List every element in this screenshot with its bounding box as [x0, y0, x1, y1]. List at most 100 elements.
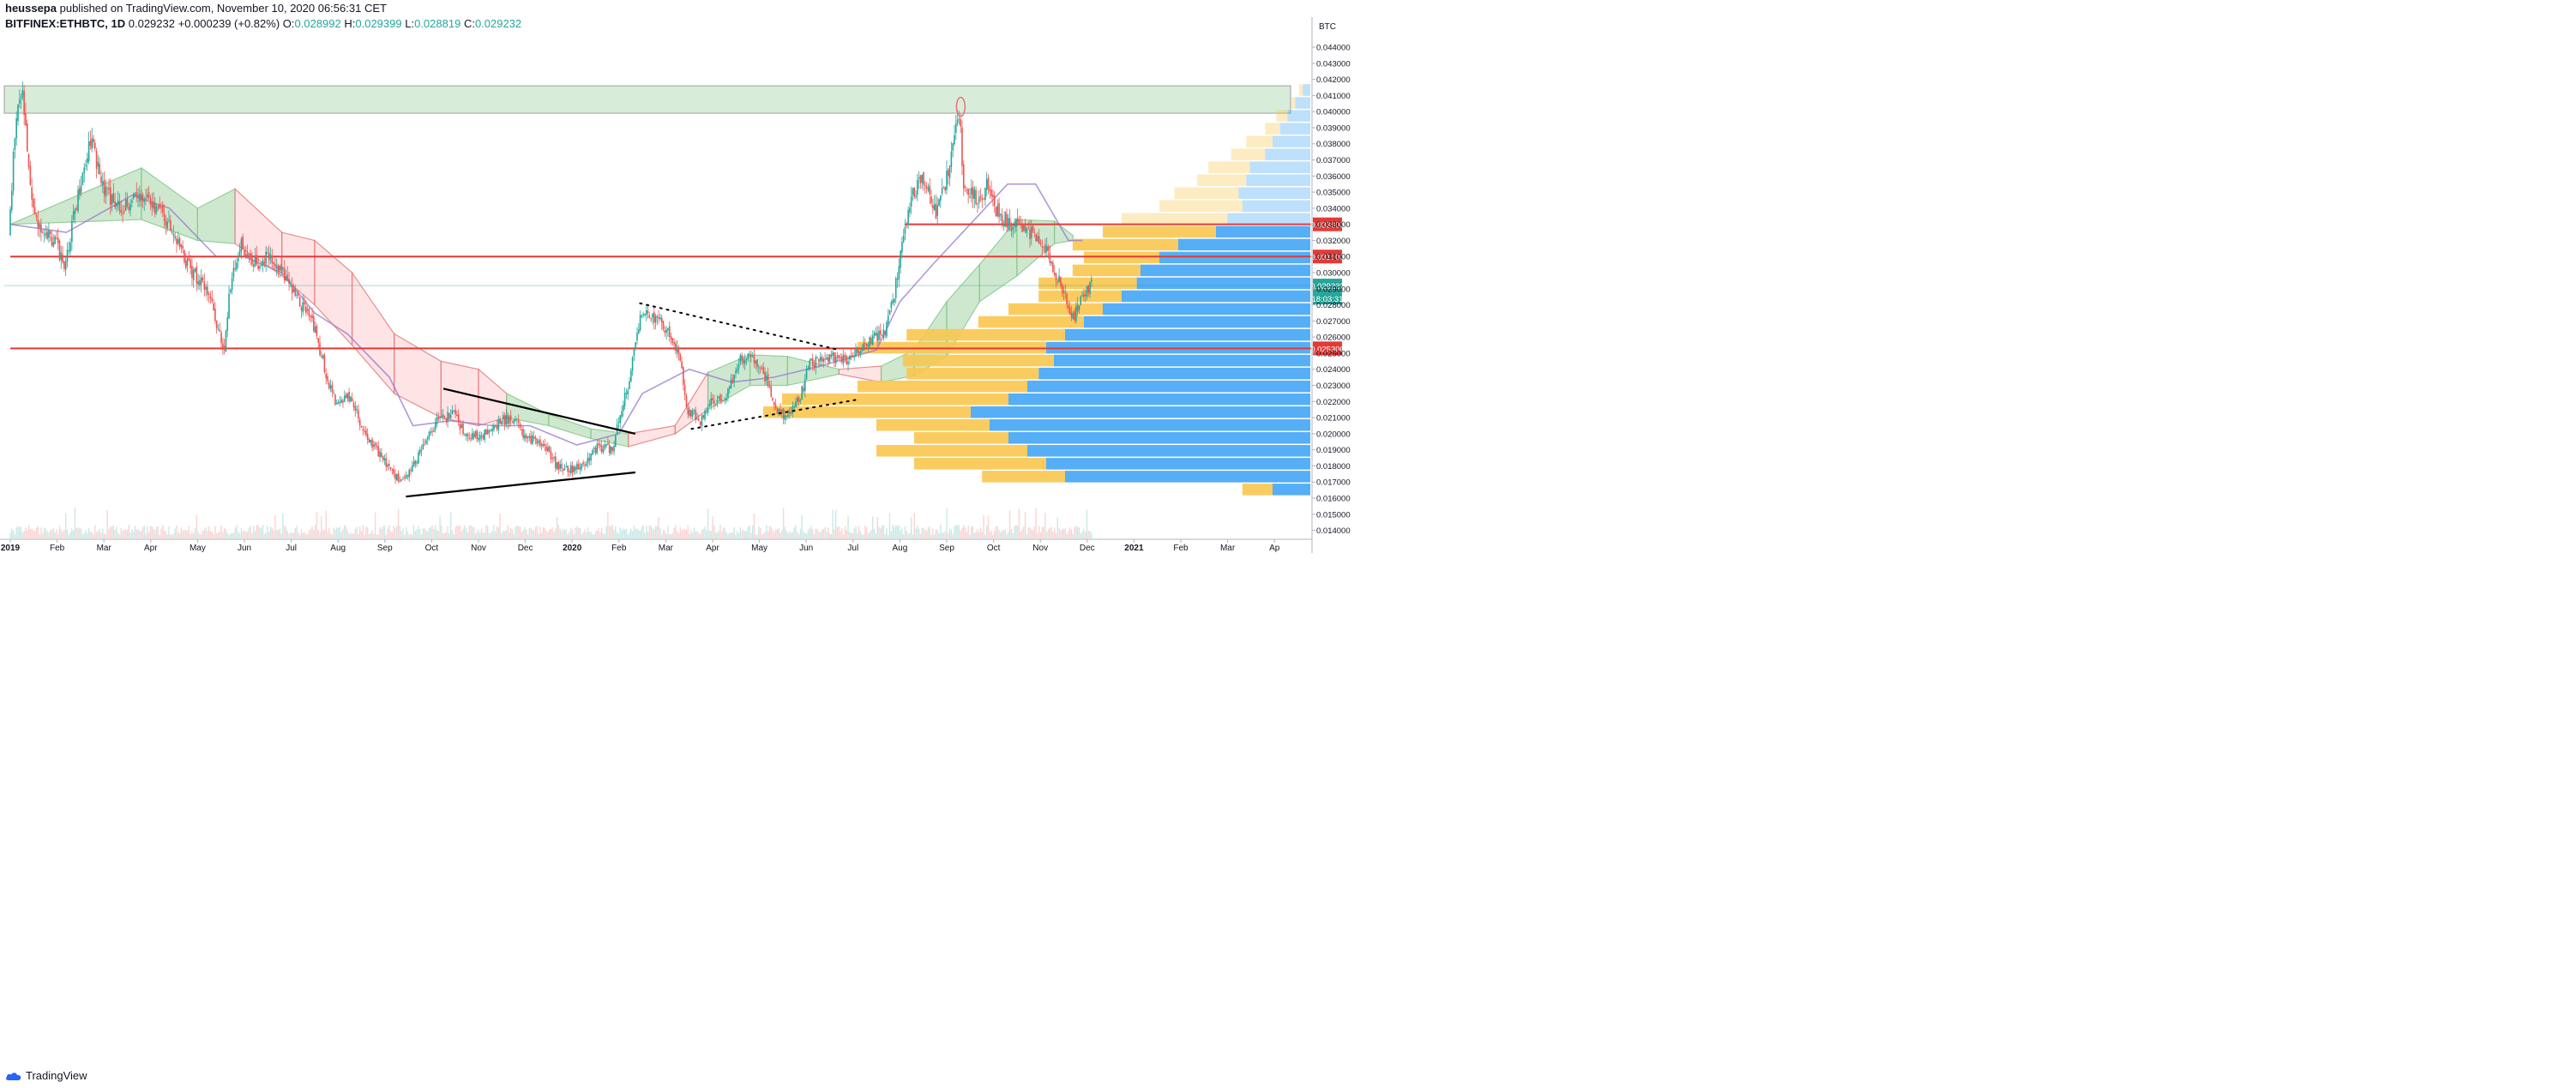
x-tick-label: Mar	[1220, 544, 1236, 553]
trendline	[406, 471, 636, 498]
candle-body	[1043, 246, 1044, 248]
candle-body	[890, 302, 893, 309]
volume-bar	[236, 525, 238, 538]
candle-body	[658, 316, 659, 319]
candle-body	[342, 400, 344, 403]
volume-bar	[712, 516, 713, 538]
volume-bar	[462, 528, 464, 538]
candle-body	[137, 195, 139, 198]
candle-body	[924, 185, 926, 187]
candle-body	[21, 90, 24, 98]
candle-body	[550, 450, 552, 460]
volume-bar	[1039, 532, 1042, 538]
volume-bar	[525, 529, 527, 538]
candle-body	[120, 210, 123, 213]
candle-body	[491, 429, 493, 431]
candle-body	[602, 448, 605, 453]
volume-bar	[776, 529, 779, 538]
volume-bar	[598, 528, 599, 538]
volume-bar	[376, 534, 378, 538]
candle-body	[900, 250, 901, 268]
candle-body	[151, 202, 153, 208]
candle-body	[557, 461, 560, 470]
candle-body	[592, 450, 593, 455]
candle-body	[244, 249, 245, 257]
volume-bar	[139, 530, 141, 538]
volume-bar	[262, 525, 264, 538]
candle-body	[430, 431, 432, 433]
candle-body	[505, 415, 508, 425]
candle-body	[393, 469, 395, 474]
volume-bar	[716, 532, 719, 538]
volume-bar	[366, 527, 369, 538]
volume-bar	[561, 531, 563, 538]
candle-body	[311, 315, 313, 319]
author-name[interactable]: heussepa	[5, 2, 57, 15]
candle-body	[644, 313, 646, 316]
candle-body	[109, 187, 111, 206]
tradingview-cloud-icon	[5, 1072, 21, 1080]
volume-bar	[557, 525, 560, 538]
volume-bar	[936, 530, 938, 538]
candle-body	[687, 407, 689, 415]
candle-body	[1032, 225, 1034, 231]
volume-bar	[809, 528, 810, 538]
volume-bar	[499, 514, 501, 538]
candle-body	[534, 436, 537, 440]
volume-bar	[847, 516, 849, 538]
volume-bar	[966, 532, 968, 538]
volume-profile-blue	[1295, 97, 1310, 109]
volume-bar	[696, 531, 698, 538]
candle-body	[321, 355, 322, 357]
tradingview-footer[interactable]: TradingView	[5, 1069, 87, 1082]
x-tick-label: Apr	[144, 544, 158, 553]
candle-body	[685, 395, 688, 407]
candle-body	[43, 234, 45, 236]
candle-body	[428, 431, 430, 438]
candle-body	[642, 314, 644, 316]
volume-bar	[328, 527, 330, 538]
symbol-title[interactable]: BITFINEX:ETHBTC, 1D	[5, 17, 126, 30]
volume-bar	[396, 526, 398, 538]
y-tick-label: 0.033000	[1316, 220, 1351, 230]
volume-bar	[408, 534, 410, 538]
volume-bar	[49, 530, 51, 538]
y-tick-label: 0.019000	[1316, 446, 1351, 455]
volume-bar	[641, 526, 643, 538]
volume-bar	[1012, 533, 1014, 538]
volume-bar	[91, 532, 93, 538]
candle-body	[269, 255, 272, 258]
volume-bar	[565, 529, 568, 538]
cloud-segment	[674, 370, 709, 436]
candle-body	[162, 205, 164, 213]
candle-body	[844, 355, 846, 358]
volume-bar	[238, 533, 241, 538]
last-price-box	[1313, 279, 1342, 293]
candle-body	[778, 408, 780, 414]
volume-bar	[126, 529, 129, 538]
volume-bar	[15, 527, 17, 538]
volume-bar	[400, 531, 402, 538]
candle-body	[501, 420, 503, 425]
volume-bar	[739, 527, 742, 538]
candle-body	[155, 206, 158, 213]
candle-body	[623, 393, 626, 406]
candle-body	[448, 413, 450, 418]
volume-bar	[517, 526, 520, 538]
volume-bar	[625, 528, 628, 538]
volume-bar	[342, 528, 344, 538]
level-label: 0.033000	[1310, 217, 1345, 231]
volume-bar	[1035, 508, 1037, 538]
candle-body	[1056, 281, 1059, 283]
volume-bar	[1027, 527, 1029, 538]
volume-bar	[1021, 529, 1023, 538]
candle-body	[1027, 226, 1029, 228]
candle-body	[17, 104, 19, 122]
candle-body	[29, 165, 32, 185]
candle-body	[381, 453, 382, 457]
candle-body	[756, 359, 758, 368]
candle-body	[799, 400, 802, 401]
volume-bar	[202, 531, 204, 538]
volume-bar	[1052, 531, 1054, 538]
